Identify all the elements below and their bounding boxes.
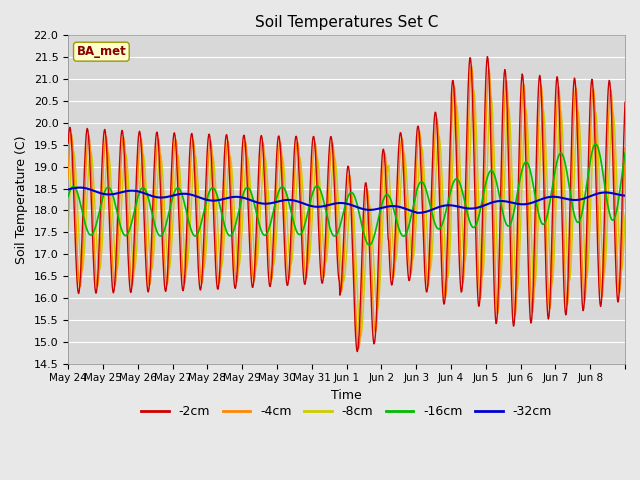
- Text: BA_met: BA_met: [77, 45, 126, 58]
- X-axis label: Time: Time: [332, 389, 362, 402]
- Legend: -2cm, -4cm, -8cm, -16cm, -32cm: -2cm, -4cm, -8cm, -16cm, -32cm: [136, 400, 557, 423]
- Y-axis label: Soil Temperature (C): Soil Temperature (C): [15, 135, 28, 264]
- Title: Soil Temperatures Set C: Soil Temperatures Set C: [255, 15, 438, 30]
